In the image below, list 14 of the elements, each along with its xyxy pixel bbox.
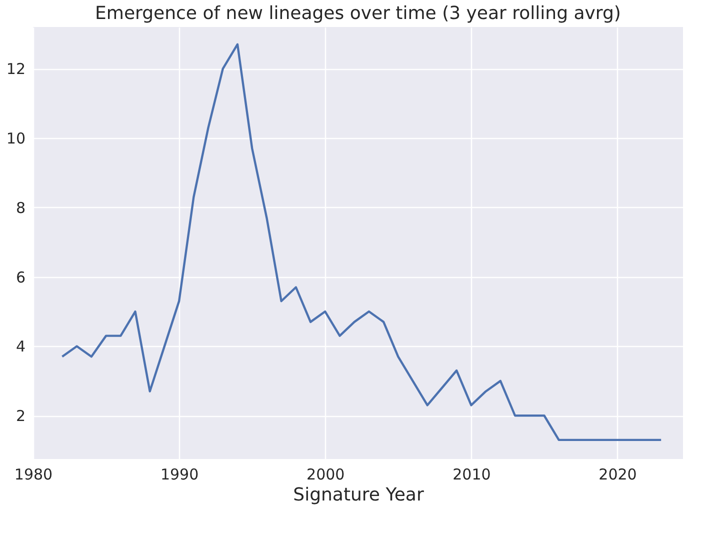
y-tick-label: 4 [16,338,26,356]
x-tick-label: 2010 [452,466,491,484]
y-tick-label: 6 [16,268,26,286]
y-tick-label: 8 [16,198,26,217]
x-tick-label: 2020 [598,466,637,484]
chart-title: Emergence of new lineages over time (3 year rolling avrg) [95,3,621,24]
y-tick-label: 12 [6,60,26,78]
x-tick-label: 1980 [14,466,53,484]
line-series [61,43,662,442]
x-tick-label: 2000 [306,466,345,484]
y-tick-label: 10 [6,130,26,148]
x-tick-label: 1990 [160,466,199,484]
x-axis-title: Signature Year [293,484,424,506]
y-tick-label: 2 [16,407,26,426]
